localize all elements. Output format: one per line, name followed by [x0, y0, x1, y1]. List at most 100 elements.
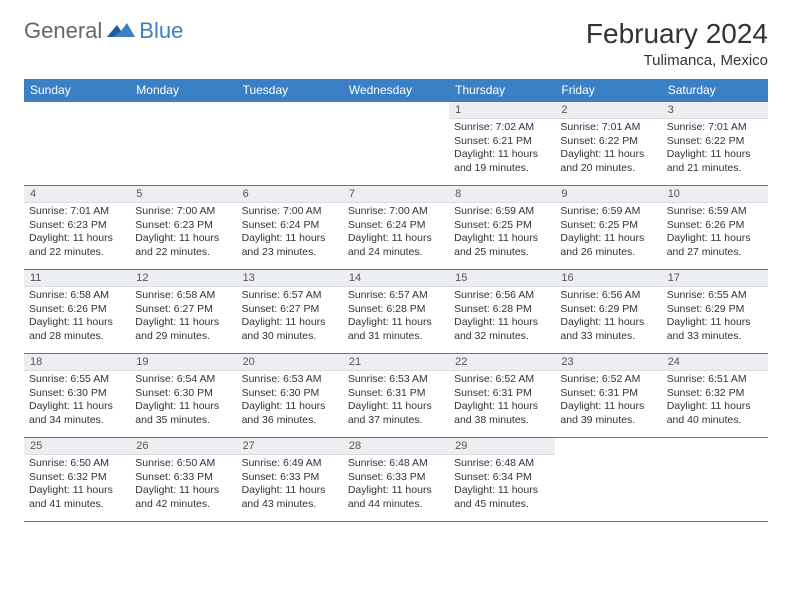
- sunset-text: Sunset: 6:31 PM: [454, 387, 550, 401]
- location-label: Tulimanca, Mexico: [586, 52, 768, 69]
- daylight-text: Daylight: 11 hours and 34 minutes.: [29, 400, 125, 427]
- day-data: Sunrise: 6:53 AMSunset: 6:31 PMDaylight:…: [343, 371, 449, 432]
- sunrise-text: Sunrise: 7:00 AM: [135, 205, 231, 219]
- daylight-text: Daylight: 11 hours and 32 minutes.: [454, 316, 550, 343]
- calendar-cell: 9Sunrise: 6:59 AMSunset: 6:25 PMDaylight…: [555, 186, 661, 270]
- day-data: Sunrise: 7:01 AMSunset: 6:23 PMDaylight:…: [24, 203, 130, 264]
- sunset-text: Sunset: 6:31 PM: [348, 387, 444, 401]
- day-data: Sunrise: 6:57 AMSunset: 6:27 PMDaylight:…: [237, 287, 343, 348]
- sunrise-text: Sunrise: 7:01 AM: [667, 121, 763, 135]
- calendar-cell: [555, 438, 661, 522]
- sunset-text: Sunset: 6:25 PM: [560, 219, 656, 233]
- day-number: 24: [662, 354, 768, 371]
- sunset-text: Sunset: 6:28 PM: [348, 303, 444, 317]
- calendar-cell: 22Sunrise: 6:52 AMSunset: 6:31 PMDayligh…: [449, 354, 555, 438]
- day-data: Sunrise: 6:57 AMSunset: 6:28 PMDaylight:…: [343, 287, 449, 348]
- day-data: Sunrise: 6:50 AMSunset: 6:33 PMDaylight:…: [130, 455, 236, 516]
- calendar-cell: 15Sunrise: 6:56 AMSunset: 6:28 PMDayligh…: [449, 270, 555, 354]
- sunset-text: Sunset: 6:27 PM: [242, 303, 338, 317]
- sunset-text: Sunset: 6:26 PM: [667, 219, 763, 233]
- weekday-header: Wednesday: [343, 79, 449, 102]
- day-number: 11: [24, 270, 130, 287]
- day-number: 12: [130, 270, 236, 287]
- calendar-cell: 3Sunrise: 7:01 AMSunset: 6:22 PMDaylight…: [662, 102, 768, 186]
- sunrise-text: Sunrise: 6:48 AM: [454, 457, 550, 471]
- calendar-cell: 27Sunrise: 6:49 AMSunset: 6:33 PMDayligh…: [237, 438, 343, 522]
- day-number: 21: [343, 354, 449, 371]
- sunrise-text: Sunrise: 6:54 AM: [135, 373, 231, 387]
- weekday-header: Friday: [555, 79, 661, 102]
- brand-wave-icon: [107, 17, 135, 43]
- day-number: 27: [237, 438, 343, 455]
- day-number: 2: [555, 102, 661, 119]
- day-data: Sunrise: 6:50 AMSunset: 6:32 PMDaylight:…: [24, 455, 130, 516]
- daylight-text: Daylight: 11 hours and 36 minutes.: [242, 400, 338, 427]
- sunset-text: Sunset: 6:25 PM: [454, 219, 550, 233]
- day-number: 19: [130, 354, 236, 371]
- sunrise-text: Sunrise: 6:55 AM: [29, 373, 125, 387]
- sunrise-text: Sunrise: 6:49 AM: [242, 457, 338, 471]
- calendar-cell: 24Sunrise: 6:51 AMSunset: 6:32 PMDayligh…: [662, 354, 768, 438]
- daylight-text: Daylight: 11 hours and 24 minutes.: [348, 232, 444, 259]
- daylight-text: Daylight: 11 hours and 20 minutes.: [560, 148, 656, 175]
- day-data: Sunrise: 6:53 AMSunset: 6:30 PMDaylight:…: [237, 371, 343, 432]
- day-number: 13: [237, 270, 343, 287]
- calendar-cell: 6Sunrise: 7:00 AMSunset: 6:24 PMDaylight…: [237, 186, 343, 270]
- calendar-body: 1Sunrise: 7:02 AMSunset: 6:21 PMDaylight…: [24, 102, 768, 522]
- day-data: Sunrise: 7:01 AMSunset: 6:22 PMDaylight:…: [555, 119, 661, 180]
- sunset-text: Sunset: 6:31 PM: [560, 387, 656, 401]
- day-number: 8: [449, 186, 555, 203]
- sunset-text: Sunset: 6:33 PM: [135, 471, 231, 485]
- title-block: February 2024 Tulimanca, Mexico: [586, 18, 768, 69]
- day-data: Sunrise: 7:00 AMSunset: 6:24 PMDaylight:…: [343, 203, 449, 264]
- sunset-text: Sunset: 6:24 PM: [348, 219, 444, 233]
- day-number: 6: [237, 186, 343, 203]
- day-data: Sunrise: 7:00 AMSunset: 6:23 PMDaylight:…: [130, 203, 236, 264]
- calendar-cell: [130, 102, 236, 186]
- calendar-cell: 23Sunrise: 6:52 AMSunset: 6:31 PMDayligh…: [555, 354, 661, 438]
- day-number: 23: [555, 354, 661, 371]
- calendar-row: 25Sunrise: 6:50 AMSunset: 6:32 PMDayligh…: [24, 438, 768, 522]
- sunset-text: Sunset: 6:30 PM: [29, 387, 125, 401]
- day-data: Sunrise: 6:54 AMSunset: 6:30 PMDaylight:…: [130, 371, 236, 432]
- daylight-text: Daylight: 11 hours and 22 minutes.: [29, 232, 125, 259]
- day-data: Sunrise: 6:59 AMSunset: 6:25 PMDaylight:…: [555, 203, 661, 264]
- calendar-cell: [343, 102, 449, 186]
- sunrise-text: Sunrise: 6:53 AM: [348, 373, 444, 387]
- sunset-text: Sunset: 6:22 PM: [560, 135, 656, 149]
- sunrise-text: Sunrise: 6:58 AM: [29, 289, 125, 303]
- calendar-cell: 21Sunrise: 6:53 AMSunset: 6:31 PMDayligh…: [343, 354, 449, 438]
- day-data: Sunrise: 6:55 AMSunset: 6:30 PMDaylight:…: [24, 371, 130, 432]
- sunset-text: Sunset: 6:30 PM: [135, 387, 231, 401]
- daylight-text: Daylight: 11 hours and 33 minutes.: [667, 316, 763, 343]
- calendar-cell: 19Sunrise: 6:54 AMSunset: 6:30 PMDayligh…: [130, 354, 236, 438]
- day-number: 25: [24, 438, 130, 455]
- day-number: 4: [24, 186, 130, 203]
- calendar-cell: 13Sunrise: 6:57 AMSunset: 6:27 PMDayligh…: [237, 270, 343, 354]
- sunrise-text: Sunrise: 6:58 AM: [135, 289, 231, 303]
- sunset-text: Sunset: 6:33 PM: [242, 471, 338, 485]
- daylight-text: Daylight: 11 hours and 25 minutes.: [454, 232, 550, 259]
- sunrise-text: Sunrise: 7:02 AM: [454, 121, 550, 135]
- calendar-cell: [662, 438, 768, 522]
- sunrise-text: Sunrise: 7:01 AM: [29, 205, 125, 219]
- sunset-text: Sunset: 6:21 PM: [454, 135, 550, 149]
- day-data: Sunrise: 6:58 AMSunset: 6:27 PMDaylight:…: [130, 287, 236, 348]
- sunset-text: Sunset: 6:32 PM: [667, 387, 763, 401]
- sunrise-text: Sunrise: 6:53 AM: [242, 373, 338, 387]
- day-data: Sunrise: 7:02 AMSunset: 6:21 PMDaylight:…: [449, 119, 555, 180]
- sunset-text: Sunset: 6:24 PM: [242, 219, 338, 233]
- calendar-cell: [24, 102, 130, 186]
- calendar-row: 18Sunrise: 6:55 AMSunset: 6:30 PMDayligh…: [24, 354, 768, 438]
- sunset-text: Sunset: 6:22 PM: [667, 135, 763, 149]
- day-number: 28: [343, 438, 449, 455]
- sunset-text: Sunset: 6:32 PM: [29, 471, 125, 485]
- calendar-cell: 8Sunrise: 6:59 AMSunset: 6:25 PMDaylight…: [449, 186, 555, 270]
- month-title: February 2024: [586, 18, 768, 50]
- calendar-cell: 14Sunrise: 6:57 AMSunset: 6:28 PMDayligh…: [343, 270, 449, 354]
- day-data: Sunrise: 6:56 AMSunset: 6:29 PMDaylight:…: [555, 287, 661, 348]
- page-header: General Blue February 2024 Tulimanca, Me…: [24, 18, 768, 69]
- day-data: Sunrise: 6:48 AMSunset: 6:33 PMDaylight:…: [343, 455, 449, 516]
- calendar-cell: 12Sunrise: 6:58 AMSunset: 6:27 PMDayligh…: [130, 270, 236, 354]
- day-data: Sunrise: 6:56 AMSunset: 6:28 PMDaylight:…: [449, 287, 555, 348]
